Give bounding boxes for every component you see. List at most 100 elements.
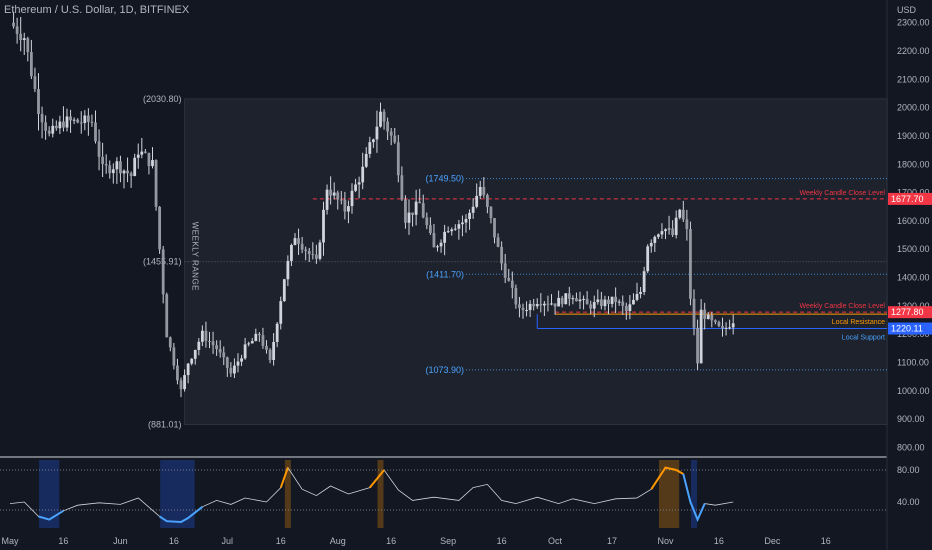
candle-body <box>382 111 386 122</box>
candle-body <box>546 303 550 305</box>
candle-body <box>265 345 268 350</box>
candle-body <box>610 296 614 304</box>
price-axis-tick-1: 2200.00 <box>897 46 930 56</box>
candle-body <box>97 141 101 157</box>
candle-body <box>596 299 600 303</box>
candle-body <box>404 199 407 223</box>
candle-body <box>126 170 129 174</box>
candle-body <box>436 246 439 248</box>
price-axis-tick-9: 1400.00 <box>897 273 930 283</box>
candle-body <box>193 349 197 359</box>
osc-zone-3 <box>377 460 384 528</box>
candle-body <box>671 228 675 236</box>
weekly-range-high-label: (2030.80) <box>143 94 182 104</box>
candle-body <box>154 160 158 207</box>
price-axis-tick-8: 1500.00 <box>897 244 930 254</box>
candle-body <box>108 165 112 174</box>
candle-body <box>567 293 571 299</box>
candle-body <box>29 52 33 77</box>
osc-highlight-2 <box>279 467 289 488</box>
candle-body <box>642 271 646 293</box>
price-axis-tick-15: 800.00 <box>897 443 925 453</box>
candle-body <box>225 357 229 368</box>
candle-body <box>314 254 318 259</box>
candle-body <box>79 122 83 124</box>
price-axis-tick-0: 2300.00 <box>897 18 930 28</box>
candle-body <box>297 238 300 244</box>
time-axis-label-15: 16 <box>821 536 831 546</box>
candle-body <box>350 190 354 207</box>
candle-body <box>689 229 692 299</box>
time-axis-label-4: Jul <box>222 536 234 546</box>
candle-body <box>607 299 610 304</box>
candle-body <box>339 199 343 201</box>
candle-body <box>603 299 607 307</box>
candle-body <box>311 254 315 256</box>
candle-body <box>22 38 26 41</box>
candle-body <box>329 189 333 196</box>
candle-body <box>47 130 51 134</box>
time-axis-label-2: Jun <box>113 536 128 546</box>
candle-body <box>553 303 557 307</box>
candle-body <box>450 229 454 232</box>
candle-body <box>535 304 539 307</box>
candle-body <box>261 335 265 346</box>
candle-body <box>539 304 543 306</box>
candle-body <box>724 327 728 329</box>
candle-body <box>300 243 304 250</box>
candle-body <box>65 116 69 128</box>
candle-body <box>332 192 336 196</box>
candle-body <box>165 294 169 338</box>
candle-body <box>111 169 115 174</box>
time-axis-label-9: 16 <box>497 536 507 546</box>
candle-body <box>122 170 126 174</box>
candle-body <box>76 119 80 123</box>
candle-body <box>140 151 144 155</box>
candle-body <box>646 246 650 272</box>
candle-body <box>582 298 585 300</box>
candle-body <box>15 26 19 34</box>
badge-weekly-close-lower-bg <box>888 306 932 319</box>
candle-body <box>428 225 432 234</box>
candle-body <box>293 238 297 245</box>
candle-body <box>500 246 504 264</box>
osc-zone-4 <box>658 460 680 528</box>
candle-body <box>532 303 536 307</box>
candle-body <box>699 309 703 364</box>
candle-body <box>275 323 279 342</box>
weekly-range-low-label: (881.01) <box>148 420 182 430</box>
candle-body <box>51 125 55 134</box>
candle-body <box>514 287 518 305</box>
candle-body <box>72 119 76 121</box>
candle-body <box>635 293 639 300</box>
time-axis-label-10: Oct <box>548 536 563 546</box>
candle-body <box>54 125 58 129</box>
candle-body <box>254 333 258 342</box>
candle-body <box>304 249 308 251</box>
candle-body <box>706 314 710 319</box>
candle-body <box>660 231 664 235</box>
candle-body <box>649 242 653 247</box>
candle-body <box>12 22 15 27</box>
candle-body <box>90 121 94 123</box>
candle-body <box>40 113 44 123</box>
candle-body <box>161 249 165 295</box>
time-axis-label-3: 16 <box>169 536 179 546</box>
candle-body <box>721 325 724 329</box>
candle-body <box>628 304 632 311</box>
candle-body <box>575 298 578 302</box>
level-label-2: (1073.90) <box>425 365 464 375</box>
candle-body <box>510 280 514 288</box>
candle-body <box>94 122 97 142</box>
candle-body <box>190 358 194 364</box>
candle-body <box>471 206 475 213</box>
candle-body <box>143 151 147 153</box>
candle-body <box>624 305 628 311</box>
local-resistance-text: Local Resistance <box>832 319 885 326</box>
candle-body <box>599 299 603 307</box>
local-support-text: Local Support <box>842 335 885 342</box>
candle-body <box>268 349 272 360</box>
candle-body <box>518 304 521 308</box>
candle-body <box>290 244 293 261</box>
